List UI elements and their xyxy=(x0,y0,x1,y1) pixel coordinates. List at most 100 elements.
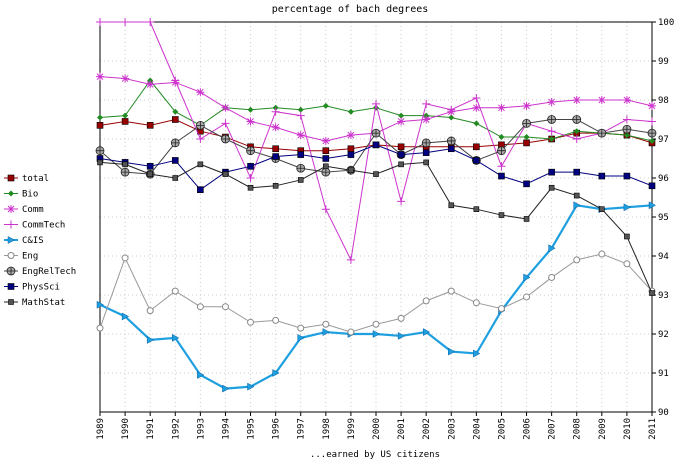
data-point xyxy=(121,18,130,26)
data-point xyxy=(171,76,180,85)
data-point xyxy=(523,293,531,301)
data-point xyxy=(222,384,230,393)
legend-entry: total xyxy=(4,174,49,184)
legend-entry: Eng xyxy=(4,252,38,262)
y-tick-label: 94 xyxy=(658,252,669,262)
data-point xyxy=(96,122,104,129)
data-point xyxy=(473,143,480,151)
data-point xyxy=(573,128,580,135)
data-point xyxy=(197,371,205,379)
axes xyxy=(99,21,656,416)
legend-marker xyxy=(7,174,15,182)
x-tick-label: 2006 xyxy=(523,418,533,440)
y-tick-label: 99 xyxy=(658,57,669,67)
data-point xyxy=(397,332,406,340)
series-group xyxy=(95,18,657,393)
data-point xyxy=(548,136,555,142)
data-point xyxy=(122,112,129,119)
data-point xyxy=(322,102,329,109)
data-point xyxy=(171,287,179,295)
data-point xyxy=(121,254,129,262)
data-point xyxy=(547,115,557,124)
data-point xyxy=(146,18,155,26)
data-point xyxy=(297,106,304,113)
x-tick-label: 2011 xyxy=(648,418,658,440)
marker-cross xyxy=(246,146,255,155)
data-point xyxy=(622,124,632,134)
data-point xyxy=(247,106,254,113)
x-tick-label: 2000 xyxy=(372,418,382,440)
data-point xyxy=(623,132,630,139)
data-point xyxy=(96,72,104,81)
data-point xyxy=(172,108,179,115)
series-c-is xyxy=(96,201,657,393)
data-point xyxy=(523,273,531,282)
data-point xyxy=(623,260,631,268)
marker-cross xyxy=(447,136,456,145)
marker-cross xyxy=(522,119,531,128)
legend-marker xyxy=(7,252,15,259)
x-tick-label: 2007 xyxy=(548,418,558,440)
data-point xyxy=(472,299,480,307)
data-point xyxy=(447,145,455,153)
data-point xyxy=(473,206,480,212)
x-tick-label: 1994 xyxy=(221,418,231,440)
marker-cross xyxy=(121,168,130,177)
data-point xyxy=(623,172,631,180)
y-tick-label: 90 xyxy=(658,408,669,418)
data-point xyxy=(649,137,655,144)
data-point xyxy=(96,324,104,332)
data-point xyxy=(222,171,229,177)
data-point xyxy=(523,180,530,188)
marker-cross xyxy=(648,129,656,138)
data-point xyxy=(447,105,456,114)
data-point xyxy=(422,328,431,336)
data-point xyxy=(146,335,155,344)
data-point xyxy=(322,328,330,336)
data-point xyxy=(446,136,456,146)
data-point xyxy=(548,184,555,191)
legend-entry: PhysSci xyxy=(4,283,60,293)
data-point xyxy=(221,103,230,112)
data-point xyxy=(221,119,230,128)
data-point xyxy=(246,146,255,156)
data-point xyxy=(572,135,581,143)
x-tick-label: 2008 xyxy=(573,418,583,440)
data-point xyxy=(397,314,405,322)
y-tick-label: 97 xyxy=(658,135,669,145)
legend-label: Eng xyxy=(22,252,38,262)
data-point xyxy=(572,115,582,124)
x-tick-label: 1992 xyxy=(171,418,181,440)
data-point xyxy=(498,134,505,141)
y-tick-label: 100 xyxy=(658,18,674,28)
data-point xyxy=(598,250,606,258)
y-tick-label: 91 xyxy=(658,369,669,379)
data-point xyxy=(624,233,630,240)
data-point xyxy=(97,159,103,166)
marker-cross xyxy=(321,168,330,177)
x-tick-label: 1990 xyxy=(121,418,131,440)
data-point xyxy=(272,369,280,377)
data-point xyxy=(272,183,279,189)
legend-marker xyxy=(6,266,16,276)
legend-marker xyxy=(8,190,14,197)
data-point xyxy=(597,96,606,104)
data-point xyxy=(146,307,154,315)
data-point xyxy=(497,162,506,171)
x-tick-label: 1998 xyxy=(322,418,332,440)
legend-entry: EngRelTech xyxy=(4,266,76,277)
data-point xyxy=(97,114,103,121)
data-point xyxy=(498,212,505,218)
legend: total Bio Comm CommTech C&IS Eng EngRelTech Phy… xyxy=(4,174,76,308)
data-point xyxy=(146,122,154,129)
data-point xyxy=(548,244,556,253)
data-point xyxy=(347,328,355,336)
chart-title: percentage of bach degrees xyxy=(272,4,429,15)
data-point xyxy=(172,333,180,342)
data-point xyxy=(271,123,280,132)
data-point xyxy=(348,167,354,173)
data-point xyxy=(448,114,455,121)
x-tick-label: 2004 xyxy=(472,418,482,440)
data-point xyxy=(522,101,531,110)
